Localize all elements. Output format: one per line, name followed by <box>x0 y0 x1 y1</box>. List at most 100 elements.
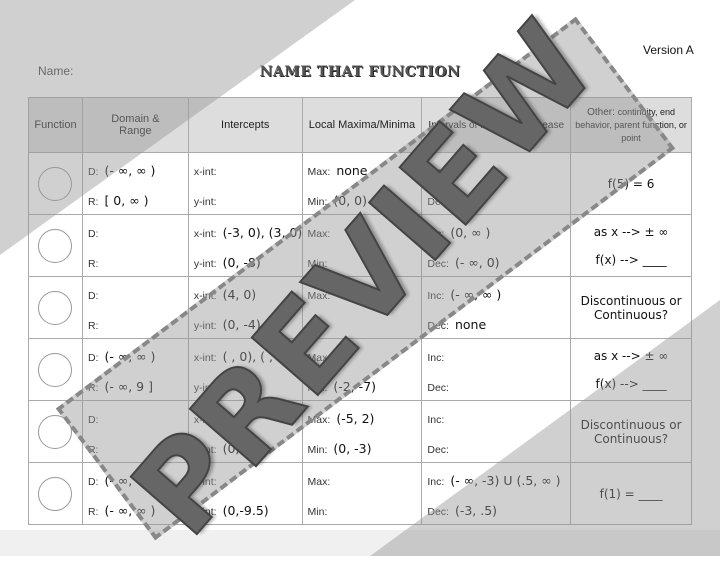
x-intercept-value[interactable]: (4, 0) <box>222 287 257 302</box>
y-intercept-label: y-int: <box>193 506 217 518</box>
x-intercept-label: x-int: <box>193 476 217 488</box>
intervals-cell: Inc: Dec: <box>421 338 572 401</box>
function-cell <box>28 276 83 339</box>
other-text: f(x) --> ____ <box>595 252 667 267</box>
maxmin-cell: Max: (-5, 2) Min: (0, -3) <box>301 400 423 463</box>
local-max-label: Max: <box>307 228 331 240</box>
function-cell <box>28 462 83 525</box>
y-intercept: y-int: (0, -8) <box>194 255 261 270</box>
increasing: Inc: <box>427 163 450 178</box>
decreasing: Dec: <box>427 193 455 208</box>
local-max: Max: <box>308 349 337 364</box>
domain-range-cell: D: R: <box>81 276 189 339</box>
x-intercept-label: x-int: <box>193 228 217 240</box>
domain: D: <box>88 411 105 426</box>
range: R: [ 0, ∞ ) <box>88 193 149 208</box>
x-intercept: x-int: <box>194 411 223 426</box>
y-intercept-value[interactable]: (0,-3) <box>222 441 257 456</box>
local-min: Min: <box>308 255 334 270</box>
range-value[interactable]: [ 0, ∞ ) <box>104 193 149 208</box>
worksheet-page: Name: NAME THAT FUNCTION Version A Funct… <box>28 43 694 525</box>
function-graph-circle[interactable] <box>38 477 73 511</box>
increasing-value[interactable]: (- ∞, ∞ ) <box>450 287 502 302</box>
local-max-value[interactable]: none <box>336 163 368 178</box>
local-min-value[interactable]: (0, -3) <box>333 441 372 456</box>
header-function: Function <box>28 97 83 153</box>
local-max-value[interactable]: (-5, 2) <box>336 411 375 426</box>
y-intercept-value[interactable]: (0, -8) <box>222 255 261 270</box>
domain: D: (- ∞, ∞ ) <box>88 473 155 488</box>
function-graph-circle[interactable] <box>38 415 73 449</box>
decreasing: Dec: <box>427 379 455 394</box>
local-min-value[interactable]: (0, 0) <box>333 193 367 208</box>
x-intercept-value[interactable]: ( , 0), ( , 0), <box>222 349 294 364</box>
domain-value[interactable]: (- ∞, ∞ ) <box>104 163 156 178</box>
increasing-label: Inc: <box>427 228 445 240</box>
range: R: (- ∞, 9 ] <box>88 379 153 394</box>
decreasing-value[interactable]: (- ∞, 0) <box>454 255 500 270</box>
x-intercept-label: x-int: <box>193 290 217 302</box>
maxmin-cell: Max: Min: <box>301 462 423 525</box>
x-intercept-label: x-int: <box>193 352 217 364</box>
local-min-label: Min: <box>307 382 328 394</box>
function-graph-circle[interactable] <box>38 229 73 263</box>
domain-value[interactable]: (- ∞, ∞ ) <box>104 349 156 364</box>
other-cell: Discontinuous or Continuous? <box>570 276 692 339</box>
other-cell: as x --> ± ∞ f(x) --> ____ <box>570 214 692 277</box>
local-min-label: Min: <box>307 196 328 208</box>
increasing: Inc: (- ∞, ∞ ) <box>427 287 501 302</box>
local-max: Max: <box>308 225 337 240</box>
other-cell: as x --> ± ∞ f(x) --> ____ <box>570 338 692 401</box>
y-intercept-value[interactable]: (0,-9.5) <box>222 503 269 518</box>
local-max-label: Max: <box>307 476 331 488</box>
increasing-value[interactable]: (0, ∞ ) <box>450 225 491 240</box>
domain-range-cell: D: (- ∞, ∞ ) R: [ 0, ∞ ) <box>81 152 189 215</box>
increasing: Inc: <box>427 411 450 426</box>
header-intervals: Intervals of Increase/Decrease <box>421 97 572 153</box>
decreasing-value[interactable]: (-3, .5) <box>454 503 498 518</box>
function-graph-circle[interactable] <box>38 167 73 201</box>
range-value[interactable]: (- ∞, 9 ] <box>104 379 153 394</box>
local-min-label: Min: <box>307 258 328 270</box>
other-title: Other: <box>587 106 615 118</box>
local-max-label: Max: <box>307 166 331 178</box>
function-cell <box>28 338 83 401</box>
domain-range-cell: D: R: <box>81 400 189 463</box>
domain-value[interactable]: (- ∞, ∞ ) <box>104 473 156 488</box>
y-intercept-label: y-int: <box>193 382 217 394</box>
function-graph-circle[interactable] <box>38 291 73 325</box>
function-graph-circle[interactable] <box>38 353 73 387</box>
maxmin-cell: Max: Min: (-2, -7) <box>301 338 423 401</box>
range: R: <box>88 317 105 332</box>
increasing: Inc: <box>427 349 450 364</box>
header-intercepts: Intercepts <box>187 97 303 153</box>
decreasing-value[interactable]: none <box>454 317 487 332</box>
y-intercept-value[interactable]: (0, -4) <box>222 317 261 332</box>
y-intercept-label: y-int: <box>193 196 217 208</box>
header-domain: Domain & Range <box>81 97 189 153</box>
decreasing-label: Dec: <box>427 258 449 270</box>
intercepts-cell: x-int: y-int: (0,-3) <box>187 400 303 463</box>
increasing-value[interactable]: (- ∞, -3) U (.5, ∞ ) <box>450 473 561 488</box>
local-min: Min: (-2, -7) <box>308 379 376 394</box>
other-text: as x --> ± ∞ <box>593 348 669 363</box>
domain-label: D: <box>87 166 99 178</box>
intervals-cell: Inc: (- ∞, -3) U (.5, ∞ ) Dec: (-3, .5) <box>421 462 572 525</box>
y-intercept: y-int: (0,-3) <box>194 441 257 456</box>
domain: D: <box>88 225 105 240</box>
range-value[interactable]: (- ∞, ∞ ) <box>104 503 156 518</box>
other-cell: f(1) = ____ <box>570 462 692 525</box>
x-intercept-value[interactable]: (-3, 0), (3, 0) <box>222 225 303 240</box>
domain-range-cell: D: (- ∞, ∞ ) R: (- ∞, 9 ] <box>81 338 189 401</box>
x-intercept: x-int: (4, 0) <box>194 287 256 302</box>
local-min-label: Min: <box>307 320 328 332</box>
decreasing-label: Dec: <box>427 382 449 394</box>
decreasing: Dec: (- ∞, 0) <box>427 255 499 270</box>
bottom-strip <box>0 530 720 556</box>
domain-range-cell: D: R: <box>81 214 189 277</box>
page-title: NAME THAT FUNCTION <box>259 64 461 80</box>
function-cell <box>28 214 83 277</box>
range-label: R: <box>87 506 99 518</box>
local-max: Max: (-5, 2) <box>308 411 375 426</box>
local-min-value[interactable]: (-2, -7) <box>333 379 377 394</box>
